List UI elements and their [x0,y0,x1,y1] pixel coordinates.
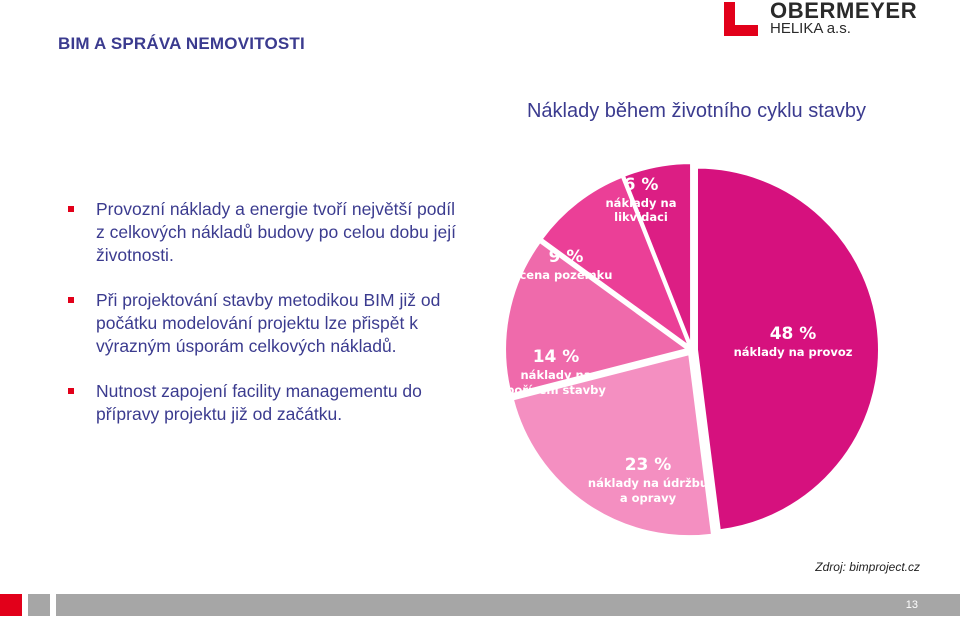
bullet-marker-icon [68,297,74,303]
bullet-text: Provozní náklady a energie tvoří největš… [96,199,456,265]
bullet-text: Nutnost zapojení facility managementu do… [96,381,422,424]
pie-chart: 48 %náklady na provoz 23 %náklady na údrž… [504,162,880,538]
bullet-text: Při projektování stavby metodikou BIM ji… [96,290,441,356]
company-logo: OBERMEYER HELIKA a.s. [722,0,954,40]
logo-name: OBERMEYER [770,0,918,23]
logo-subtitle: HELIKA a.s. [770,20,851,37]
footer-gray-square [28,594,50,616]
slice-value-label: 48 % [770,324,817,344]
slice-category-label: náklady na [521,368,592,382]
slice-category-label: a opravy [620,491,677,505]
slice-value-label: 6 % [624,175,659,195]
pie-slice [622,162,693,346]
slice-value-label: 14 % [533,347,580,367]
footer-bar [56,594,960,616]
pie-slice [540,175,692,349]
bullet-marker-icon [68,206,74,212]
logo-mark-icon [724,2,758,36]
slice-category-label: cena pozemku [519,268,612,282]
bullet-marker-icon [68,388,74,394]
slide-title: BIM A SPRÁVA NEMOVITOSTI [58,34,305,53]
slice-value-label: 23 % [625,455,672,475]
bullet-item: Při projektování stavby metodikou BIM ji… [66,289,466,358]
slice-category-label: náklady na údržbu [588,476,708,490]
source-note: Zdroj: bimproject.cz [815,560,920,574]
footer-red-square [0,594,22,616]
bullet-item: Provozní náklady a energie tvoří největš… [66,198,466,267]
chart-title: Náklady během životního cyklu stavby [526,100,866,122]
pie-slice [511,352,714,538]
slice-category-label: likvidaci [614,210,668,224]
pie-slice [504,240,690,396]
bullet-list: Provozní náklady a energie tvoří největš… [66,198,466,448]
slice-category-label: náklady na provoz [734,345,853,359]
page-number: 13 [905,599,918,611]
bullet-item: Nutnost zapojení facility managementu do… [66,380,466,426]
slice-category-label: náklady na [606,196,677,210]
pie-slice [695,166,880,532]
slice-category-label: pořízení stavby [506,383,606,397]
slice-value-label: 9 % [549,247,584,267]
